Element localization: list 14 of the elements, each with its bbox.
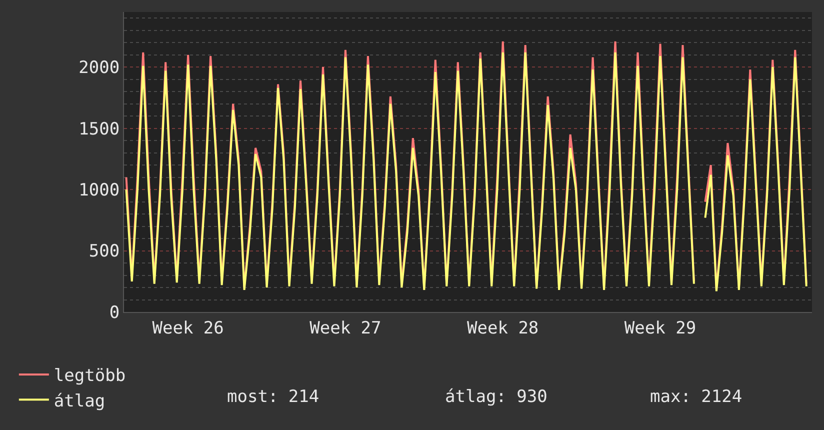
text: max: 2124 <box>650 387 742 407</box>
x-tick-label: Week 26 <box>152 318 224 338</box>
text: átlag: 930 <box>445 387 548 407</box>
legend-label: átlag <box>54 391 106 412</box>
y-tick-label: 1500 <box>78 119 120 140</box>
y-tick-label: 500 <box>88 242 120 262</box>
y-tick-label: 1000 <box>78 180 120 200</box>
text: most: 214 <box>227 387 320 407</box>
legend-label: legtöbb <box>54 366 126 386</box>
x-tick-label: Week 27 <box>310 318 382 338</box>
x-tick-label: Week 29 <box>624 318 696 338</box>
x-tick-label: Week 28 <box>467 318 539 338</box>
y-tick-label: 0 <box>109 302 120 323</box>
y-tick-label: 2000 <box>78 58 120 78</box>
